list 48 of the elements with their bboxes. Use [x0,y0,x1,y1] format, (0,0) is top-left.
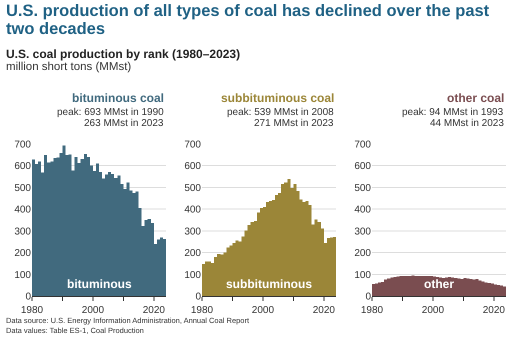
text: 263 MMst in 2023 [84,118,164,129]
x-tick-label: 1980 [360,305,384,316]
y-tick-label: 400 [14,204,32,216]
y-tick-label: 400 [354,204,372,216]
text: 271 MMst in 2023 [254,118,334,129]
x-tick-label: 2000 [82,305,104,316]
y-tick-label: 300 [14,226,32,238]
x-tick-label: 2000 [422,305,444,316]
x-tick-label: 2020 [312,305,336,316]
x-tick-label: 2000 [252,305,274,316]
y-tick-label: 200 [184,248,202,260]
text: million short tons (MMst) [6,61,132,73]
y-tick-label: 500 [184,182,202,194]
y-tick-label: 500 [354,182,372,194]
x-tick-label: 2020 [142,305,166,316]
y-tick-label: 0 [25,292,32,302]
text: peak: 539 MMst in 2008 [227,107,334,118]
y-tick-label: 100 [14,270,32,281]
x-tick-label: 2020 [482,305,506,316]
text: 44 MMst in 2023 [430,118,504,129]
text: U.S. production of all types of coal has declined over the past two decades [6,2,490,38]
text: peak: 94 MMst in 1993 [402,107,504,118]
y-tick-label: 700 [354,140,372,150]
y-tick-label: 0 [365,292,372,302]
y-tick-label: 100 [354,270,372,281]
y-tick-label: 600 [354,161,372,172]
x-tick-label: 1980 [190,305,214,316]
y-tick-label: 400 [184,204,202,216]
y-tick-label: 300 [354,226,372,238]
chart-title: bituminous coal [72,91,164,105]
series-label: bituminous [67,277,132,291]
y-tick-label: 0 [195,292,202,302]
series-label: subbituminous [226,277,312,291]
y-tick-label: 100 [184,270,202,281]
y-tick-label: 500 [14,182,32,194]
x-tick-label: 1980 [20,305,44,316]
y-tick-label: 300 [184,226,202,238]
y-tick-label: 700 [14,140,32,150]
chart-title: subbituminous coal [221,91,334,105]
chart-title: other coal [447,91,504,105]
text: U.S. coal production by rank (1980–2023) [6,47,242,61]
y-tick-label: 200 [14,248,32,260]
y-tick-label: 200 [354,248,372,260]
y-tick-label: 600 [14,161,32,172]
series-label: other [424,277,454,291]
y-tick-label: 600 [184,161,202,172]
text: peak: 693 MMst in 1990 [57,107,164,118]
y-tick-label: 700 [184,140,202,150]
